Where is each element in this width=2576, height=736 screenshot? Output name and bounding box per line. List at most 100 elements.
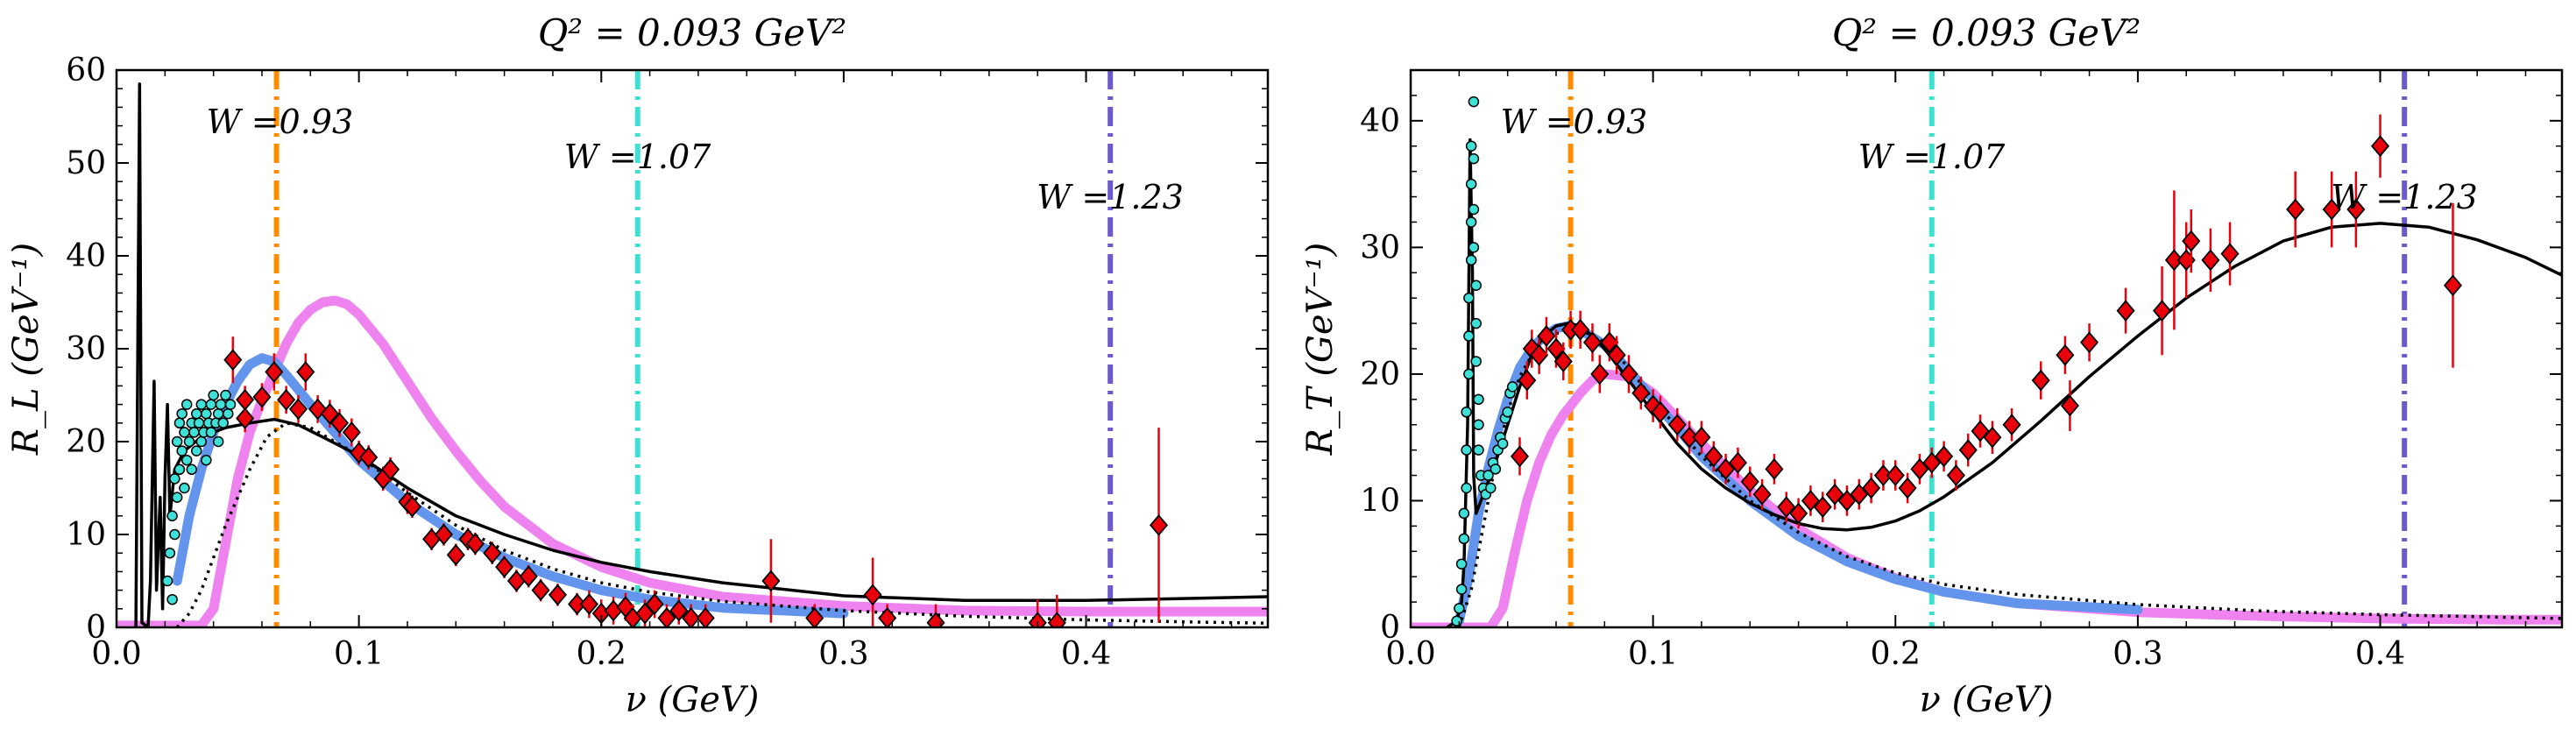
right-w-label-2: W =1.23 <box>2331 178 2478 216</box>
left-cyan-point-26 <box>201 407 212 420</box>
left-cyan-point-9 <box>173 417 186 429</box>
right-red-point-59 <box>2370 135 2390 158</box>
left-red-point-23 <box>483 541 502 564</box>
right-red-point-39 <box>1935 445 1954 468</box>
right-red-point-21 <box>1716 457 1736 480</box>
right-cyan-point-4 <box>1458 533 1470 545</box>
left-cyan-point-35 <box>215 399 227 410</box>
right-ytick-label-4: 40 <box>1360 103 1400 139</box>
left-red-point-40 <box>696 607 715 627</box>
right-red-point-33 <box>1862 477 1881 499</box>
left-cyan-point-37 <box>220 389 231 401</box>
left-cyan-point-5 <box>169 473 180 485</box>
right-red-point-36 <box>1898 477 1917 499</box>
left-xtick-label-1: 0.1 <box>334 636 384 672</box>
right-ytick-label-2: 20 <box>1360 357 1400 393</box>
left-red-point-17 <box>402 495 422 518</box>
right-series-dotted-black-1 <box>1457 328 2562 627</box>
left-w-label-1: W =1.07 <box>564 138 711 176</box>
right-cyan-point-37 <box>1502 407 1513 418</box>
right-xtick-label-0: 0.0 <box>1385 636 1435 672</box>
right-red-point-42 <box>1971 420 1990 442</box>
right-plot-area <box>1411 70 2562 627</box>
right-cyan-point-30 <box>1485 482 1497 494</box>
right-xtick-label-4: 0.4 <box>2355 636 2405 672</box>
left-cyan-point-18 <box>186 464 198 476</box>
left-red-point-44 <box>878 607 897 627</box>
left-cyan-point-2 <box>166 593 178 605</box>
right-red-point-17 <box>1667 414 1687 436</box>
right-red-point-60 <box>2443 274 2463 297</box>
right-red-point-19 <box>1692 426 1711 449</box>
right-red-point-18 <box>1680 426 1699 449</box>
left-cyan-point-0 <box>161 575 173 587</box>
right-red-point-51 <box>2164 249 2183 272</box>
left-red-point-22 <box>465 533 485 555</box>
right-cyan-point-5 <box>1458 507 1470 520</box>
left-cyan-point-3 <box>166 510 178 522</box>
left-cyan-point-39 <box>224 399 237 410</box>
left-red-point-46 <box>1028 612 1047 627</box>
left-cyan-point-1 <box>164 547 176 559</box>
left-red-point-3 <box>252 386 272 408</box>
left-red-point-2 <box>236 388 255 411</box>
left-red-point-30 <box>579 593 598 615</box>
right-cyan-point-3 <box>1455 558 1468 570</box>
left-cyan-point-10 <box>176 445 188 456</box>
right-red-point-28 <box>1801 490 1820 512</box>
right-series-thick-blue-2 <box>1454 321 2143 626</box>
right-red-point-25 <box>1765 457 1784 480</box>
right-red-point-0 <box>1510 445 1530 468</box>
left-ytick-label-2: 20 <box>66 424 106 460</box>
right-cyan-point-39 <box>1506 381 1518 393</box>
right-red-point-26 <box>1777 496 1796 519</box>
right-red-point-41 <box>1958 439 1978 462</box>
right-cyan-point-24 <box>1473 419 1484 430</box>
left-cyan-point-24 <box>195 435 208 448</box>
right-red-point-14 <box>1631 382 1651 404</box>
right-cyan-point-1 <box>1454 603 1465 614</box>
left-xtick-label-3: 0.3 <box>818 636 868 672</box>
left-cyan-point-12 <box>179 482 190 494</box>
right-cyan-point-35 <box>1497 438 1509 449</box>
right-cyan-point-6 <box>1461 482 1472 494</box>
right-cyan-point-20 <box>1470 280 1482 291</box>
right-red-point-58 <box>2346 198 2366 221</box>
left-cyan-point-36 <box>217 417 229 429</box>
right-red-point-32 <box>1850 483 1869 506</box>
left-red-point-27 <box>531 579 550 601</box>
left-ytick-label-5: 50 <box>66 145 106 181</box>
left-red-point-43 <box>863 584 882 606</box>
left-xtick-label-0: 0.0 <box>91 636 141 672</box>
right-series-solid-black-thin-0 <box>1446 138 2562 627</box>
right-red-point-12 <box>1607 343 1626 366</box>
right-cyan-point-23 <box>1473 393 1484 406</box>
left-red-point-0 <box>223 349 243 372</box>
left-red-point-38 <box>669 599 689 622</box>
left-red-point-9 <box>320 402 339 425</box>
left-red-point-42 <box>805 607 824 627</box>
right-cyan-point-29 <box>1483 470 1494 481</box>
left-ytick-label-0: 0 <box>86 610 106 646</box>
right-red-point-55 <box>2220 243 2240 265</box>
left-w-label-2: W =1.23 <box>1037 178 1184 216</box>
left-red-point-45 <box>926 612 945 627</box>
left-red-point-24 <box>495 556 514 578</box>
right-cyan-point-7 <box>1461 444 1472 456</box>
right-ytick-label-0: 0 <box>1380 610 1400 646</box>
left-red-point-5 <box>277 388 296 411</box>
left-xtick-label-2: 0.2 <box>577 636 626 672</box>
left-red-point-48 <box>1149 514 1169 536</box>
right-xtick-label-3: 0.3 <box>2112 636 2162 672</box>
right-red-point-5 <box>1546 337 1566 360</box>
left-red-point-7 <box>296 361 315 383</box>
left-plot-area <box>117 70 1268 627</box>
right-cyan-point-14 <box>1465 178 1477 190</box>
right-xtick-label-2: 0.2 <box>1871 636 1921 672</box>
left-cyan-point-22 <box>193 417 205 429</box>
right-red-point-22 <box>1728 451 1747 474</box>
left-red-point-19 <box>434 523 453 546</box>
left-red-point-6 <box>288 398 308 421</box>
